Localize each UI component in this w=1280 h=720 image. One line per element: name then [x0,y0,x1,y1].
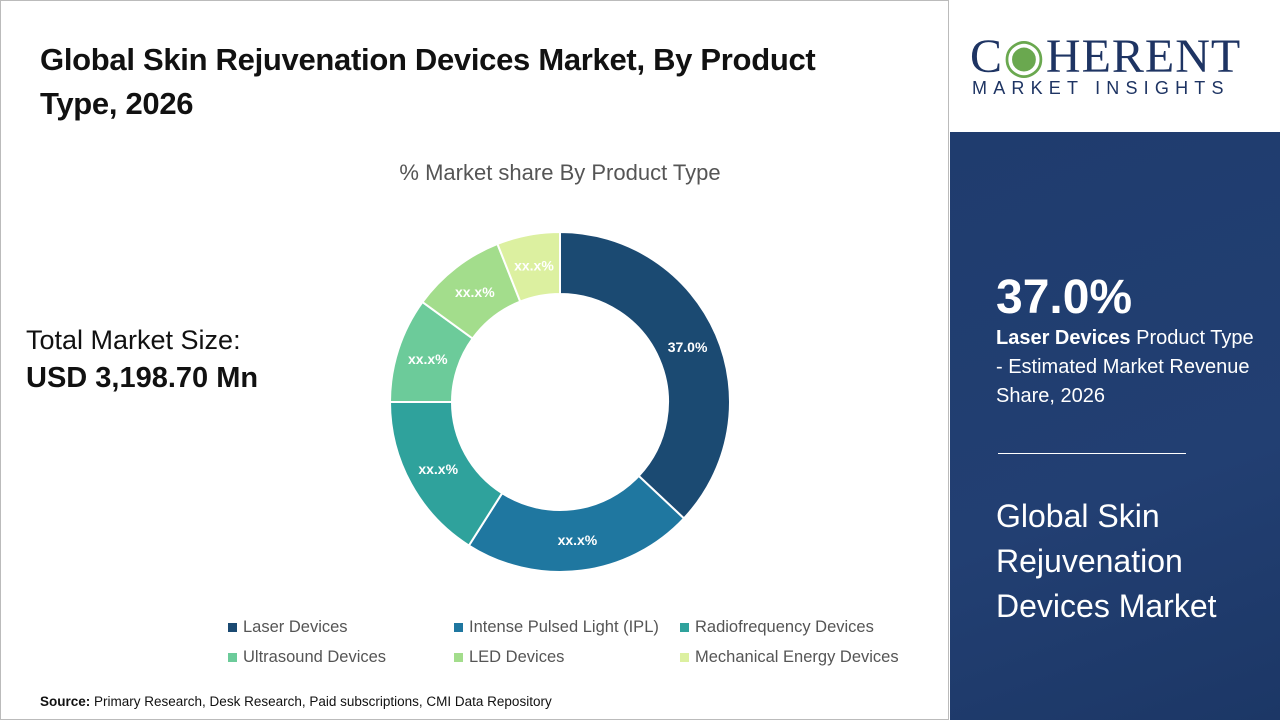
donut-slice-1 [467,474,686,573]
source-text: Primary Research, Desk Research, Paid su… [94,694,552,709]
legend-label: LED Devices [469,648,565,666]
data-label: xx.x% [418,461,458,477]
logo-sub-text: MARKET INSIGHTS [972,78,1230,98]
legend-item: Radiofrequency Devices [680,618,874,637]
highlight-value: 37.0% [996,271,1133,324]
logo-main-text: C◉HERENT [970,30,1242,83]
legend-swatch [454,623,463,632]
data-label: xx.x% [514,257,554,273]
legend-item: Intense Pulsed Light (IPL) [454,618,659,637]
donut-slice-0 [559,230,731,520]
source-note: Source: Primary Research, Desk Research,… [40,694,552,709]
legend-item: Ultrasound Devices [228,648,386,667]
logo: C◉HERENT MARKET INSIGHTS [950,0,1280,132]
legend-swatch [680,653,689,662]
page-title: Global Skin Rejuvenation Devices Market,… [40,42,816,121]
legend-label: Mechanical Energy Devices [695,648,899,666]
highlight-description: Laser Devices Product Type - Estimated M… [996,324,1256,411]
legend-label: Ultrasound Devices [243,648,387,666]
legend-swatch [680,623,689,632]
donut-chart: 37.0% xx.x% xx.x% xx.x% xx.x% xx.x% [388,230,731,573]
total-market-value: USD 3,198.70 Mn [26,362,259,394]
data-label: xx.x% [455,284,495,300]
legend-item: Mechanical Energy Devices [680,648,899,667]
legend-label: Intense Pulsed Light (IPL) [469,618,659,636]
divider [998,453,1186,454]
legend-label: Radiofrequency Devices [695,618,874,636]
legend-item: Laser Devices [228,618,348,637]
total-market-label: Total Market Size: [26,325,241,355]
data-label: xx.x% [408,351,448,367]
legend-swatch [228,653,237,662]
chart-title: % Market share By Product Type [399,160,721,185]
donut-slice-5 [496,230,561,303]
data-label: xx.x% [558,532,598,548]
legend-swatch [228,623,237,632]
data-label: 37.0% [668,339,708,355]
legend-swatch [454,653,463,662]
highlight-desc-text: Product Type - Estimated Market Revenue … [996,327,1254,407]
highlight-panel: 37.0% Laser Devices Product Type - Estim… [950,132,1280,720]
legend-item: LED Devices [454,648,564,667]
source-label: Source: [40,694,91,709]
legend-label: Laser Devices [243,618,348,636]
highlight-segment: Laser Devices [996,327,1131,349]
market-name: Global Skin Rejuvenation Devices Market [996,498,1217,624]
